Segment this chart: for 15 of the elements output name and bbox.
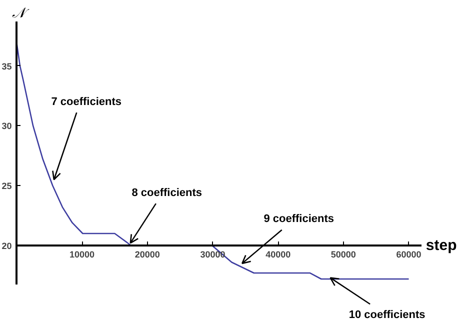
y-tick-label: 25 [2,181,12,192]
annotation: 10 coefficients [348,308,426,321]
x-axis-title: step [426,236,457,254]
annotation: 9 coefficients [264,213,334,226]
y-tick-label: 30 [2,121,12,132]
annotation: 8 coefficients [132,186,202,199]
y-axis-title: 𝒩 [12,6,30,22]
x-tick-label: 20000 [134,249,160,260]
y-tick-label: 35 [2,61,12,72]
x-tick-label: 10000 [70,249,95,260]
x-tick-label: 40000 [266,249,291,260]
x-tick-label: 60000 [396,249,422,260]
annotation: 7 coefficients [51,96,122,108]
x-tick-label: 50000 [330,249,356,260]
y-tick-label: 20 [2,240,12,251]
